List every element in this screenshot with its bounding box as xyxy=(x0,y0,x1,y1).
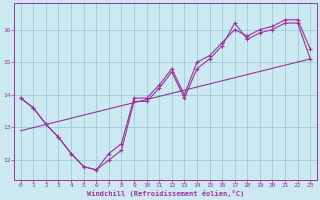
X-axis label: Windchill (Refroidissement éolien,°C): Windchill (Refroidissement éolien,°C) xyxy=(87,190,244,197)
